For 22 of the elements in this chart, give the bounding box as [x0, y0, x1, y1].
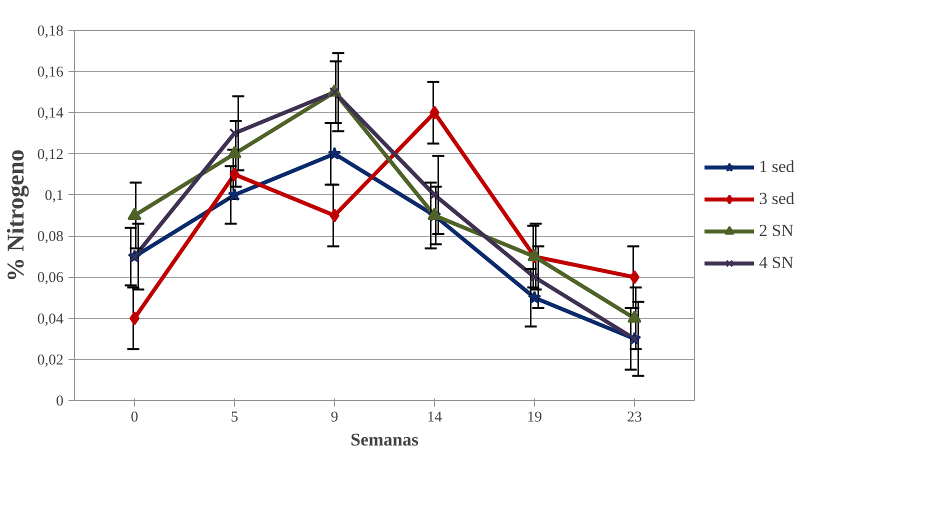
y-tick-label: 0,04	[37, 311, 64, 328]
y-tick-label: 0,14	[37, 106, 64, 122]
x-axis-title: Semanas	[350, 430, 419, 450]
y-tick-label: 0,06	[37, 270, 64, 286]
x-tick-label: 19	[527, 410, 542, 426]
x-tick-label: 9	[330, 410, 338, 426]
x-tick-label: 14	[427, 410, 442, 426]
legend-label: 3 sed	[759, 189, 794, 209]
x-tick-label: 23	[627, 410, 642, 426]
x-tick-label: 5	[230, 410, 238, 426]
y-tick-label: 0	[56, 394, 64, 410]
legend-label: 4 SN	[759, 253, 794, 273]
y-tick-label: 0,1	[44, 188, 64, 204]
y-axis-title: % Nitrogeno	[3, 149, 30, 282]
legend-label: 2 SN	[759, 221, 794, 241]
y-tick-label: 0,08	[37, 229, 64, 246]
y-tick-label: 0,12	[37, 146, 64, 163]
y-tick-label: 0,16	[37, 64, 64, 81]
y-tick-label: 0,18	[37, 24, 64, 40]
legend-label: 1 sed	[759, 157, 794, 177]
y-tick-label: 0,02	[37, 352, 64, 368]
x-tick-label: 0	[130, 410, 138, 426]
